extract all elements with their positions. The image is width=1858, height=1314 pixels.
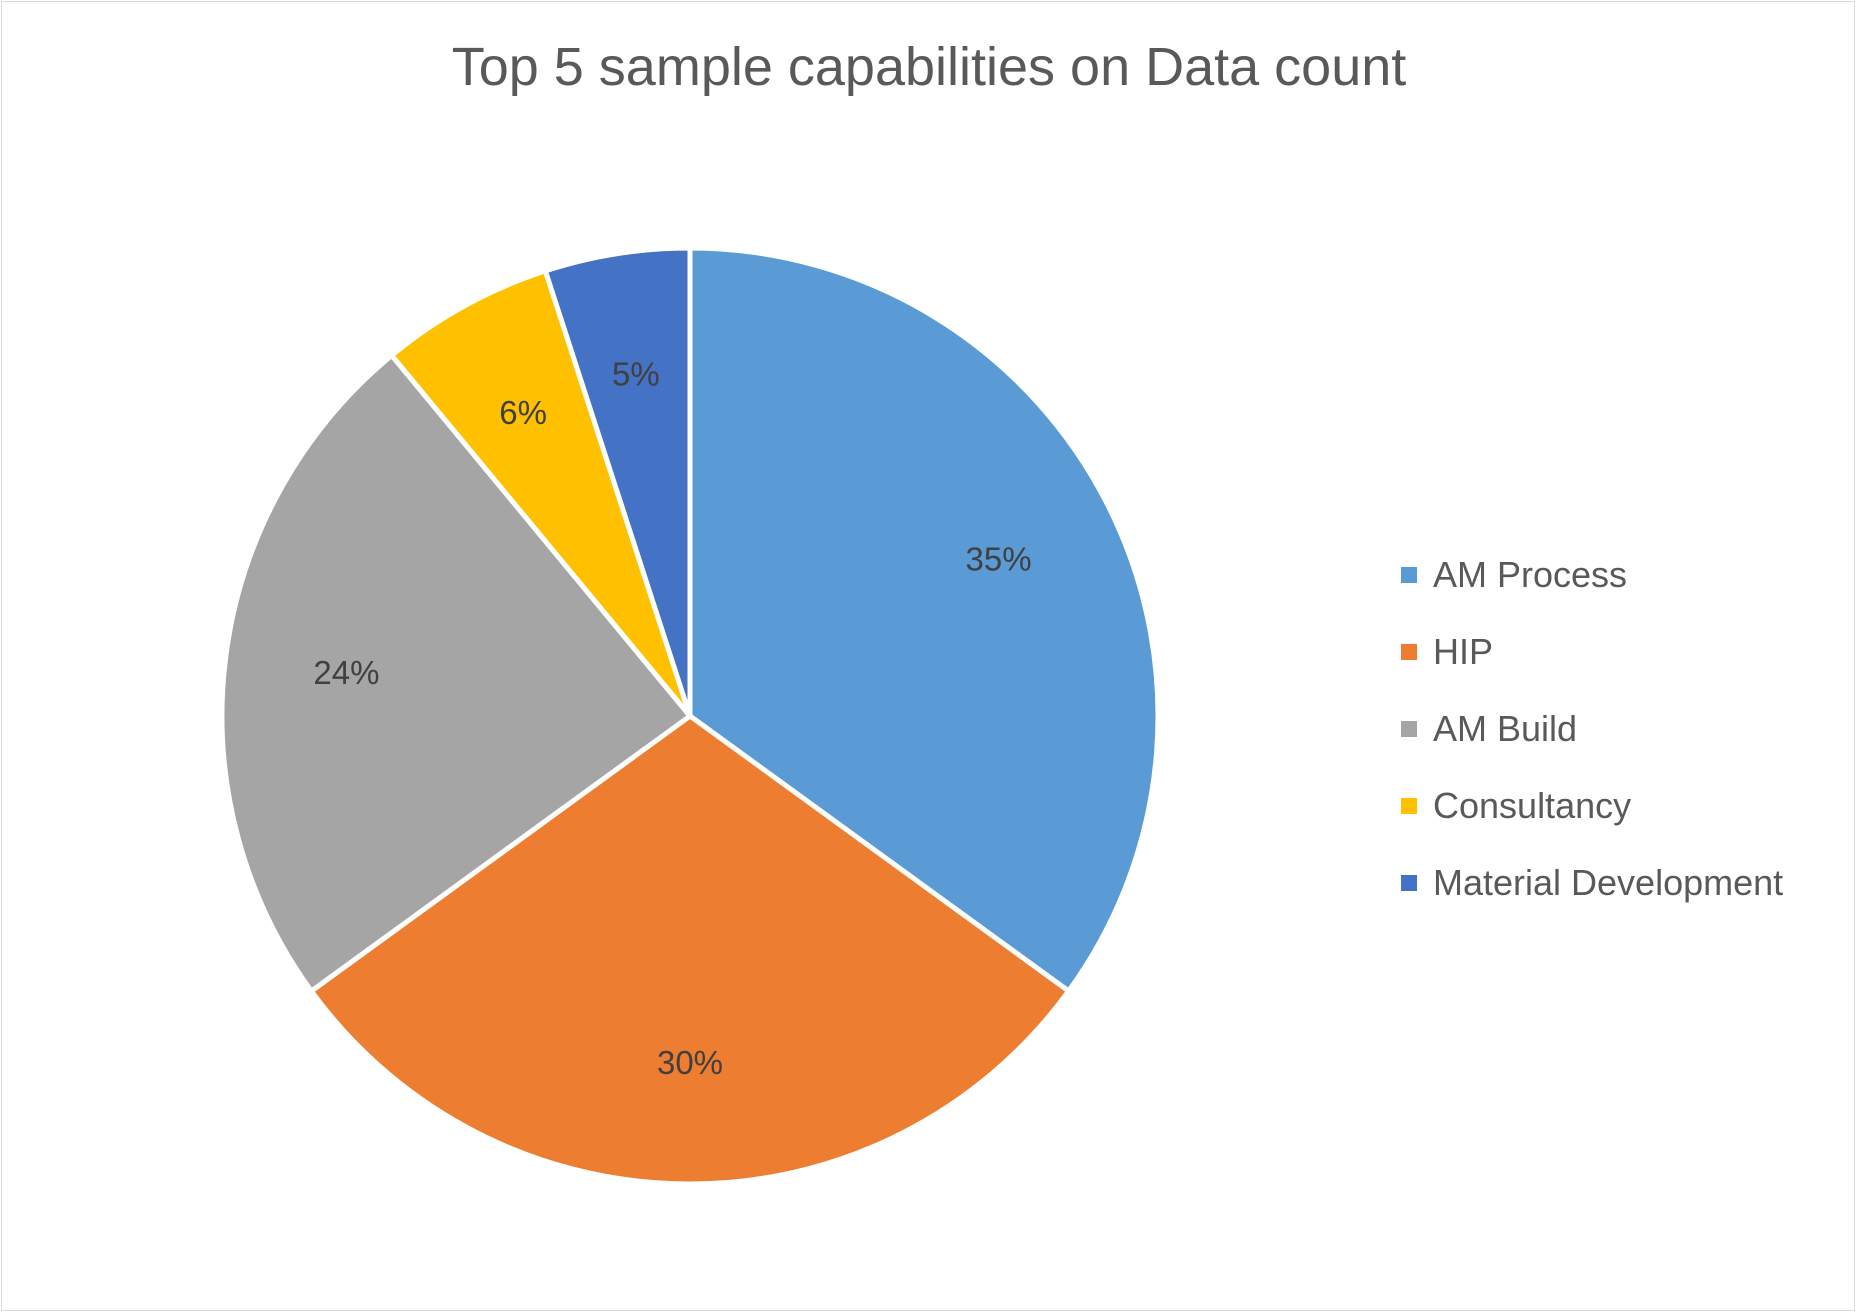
pie-slice-am-build [219,352,693,994]
data-label-hip: 30% [657,1044,723,1081]
legend-swatch [1401,720,1417,737]
legend-swatch [1401,643,1417,660]
legend-label: HIP [1433,630,1494,672]
legend-swatch [1401,874,1417,891]
pie-slices [219,245,1161,1187]
pie-data-labels: 35% 30% 24% 6% 5% [313,355,1031,1080]
legend-label: Consultancy [1433,784,1632,826]
data-label-am-process: 35% [966,540,1032,577]
legend-item-am-build: AM Build [1401,690,1783,767]
legend-swatch [1401,797,1417,814]
data-label-consultancy: 6% [499,394,547,431]
pie-slice-hip [308,713,1072,1187]
pie-slice-material-development [542,245,693,719]
legend-swatch [1401,566,1417,583]
legend-item-am-process: AM Process [1401,536,1783,613]
legend-label: Material Development [1433,861,1784,903]
legend-item-material-development: Material Development [1401,844,1783,921]
data-label-material-development: 5% [612,355,660,392]
legend-item-consultancy: Consultancy [1401,767,1783,844]
data-label-am-build: 24% [313,654,379,691]
legend-label: AM Build [1433,707,1578,749]
legend-label: AM Process [1433,553,1628,595]
pie-slice-am-process [687,245,1161,994]
pie-slice-consultancy [389,268,693,719]
chart-legend: AM Process HIP AM Build Consultancy Material… [1401,536,1783,921]
legend-item-hip: HIP [1401,613,1783,690]
chart-title: Top 5 sample capabilities on Data count [451,37,1407,97]
